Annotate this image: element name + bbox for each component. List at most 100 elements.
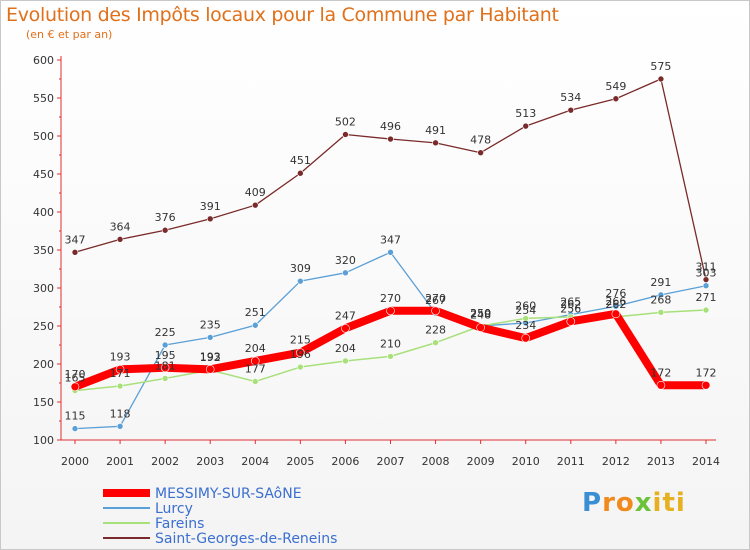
x-tick-label: 2009 — [467, 455, 495, 468]
data-label: 478 — [470, 134, 491, 147]
data-point — [342, 131, 349, 138]
data-label: 181 — [155, 359, 176, 372]
legend-label: Lurcy — [155, 501, 193, 517]
data-point — [251, 201, 259, 209]
data-point — [116, 236, 124, 243]
data-point — [161, 341, 169, 349]
data-label: 177 — [245, 362, 266, 375]
data-label: 364 — [110, 220, 131, 233]
chart-subtitle: (en € et par an) — [26, 28, 113, 41]
data-point — [611, 309, 621, 319]
x-tick-label: 2010 — [512, 455, 540, 468]
data-label: 260 — [515, 299, 536, 312]
x-tick-label: 2004 — [241, 455, 269, 468]
data-point — [116, 423, 124, 430]
x-tick-label: 2011 — [557, 455, 585, 468]
legend-label: MESSIMY-SUR-SAôNE — [155, 486, 302, 502]
data-label: 170 — [65, 368, 86, 381]
data-labels: 347 364 376 391 409 451 502 496 491 478 513 534 549 5… — [65, 60, 717, 423]
data-label: 165 — [65, 372, 86, 385]
data-label: 534 — [560, 91, 581, 104]
y-tick-label: 100 — [33, 434, 54, 447]
data-label: 496 — [380, 120, 401, 133]
data-point — [71, 248, 79, 256]
legend-label: Saint-Georges-de-Reneins — [155, 531, 337, 547]
data-point — [70, 382, 80, 392]
data-point — [567, 106, 575, 114]
y-tick-label: 250 — [33, 320, 54, 333]
proxiti-logo: Proxiti — [582, 488, 686, 518]
data-point — [432, 139, 439, 147]
data-point — [522, 122, 530, 130]
data-point — [297, 169, 304, 177]
data-label: 235 — [200, 318, 221, 331]
data-label: 215 — [290, 334, 311, 347]
data-point — [342, 269, 349, 277]
x-tick-label: 2003 — [196, 455, 224, 468]
y-tick-label: 450 — [33, 168, 54, 181]
data-point — [297, 363, 304, 371]
data-point — [297, 277, 304, 285]
series-layer — [70, 75, 711, 432]
data-label: 376 — [155, 211, 176, 224]
data-label: 513 — [515, 107, 536, 120]
data-label: 171 — [110, 367, 131, 380]
data-point — [250, 356, 260, 366]
legend: MESSIMY-SUR-SAôNELurcyFareinsSaint-Georg… — [103, 486, 337, 547]
data-point — [521, 333, 531, 343]
data-point — [116, 382, 124, 390]
data-point — [296, 348, 305, 357]
data-label: 250 — [470, 307, 491, 320]
x-tick-label: 2012 — [602, 455, 630, 468]
data-point — [251, 378, 259, 385]
data-point — [251, 321, 259, 329]
data-point — [701, 380, 711, 390]
data-point — [115, 365, 125, 374]
data-point — [161, 375, 169, 382]
data-label: 204 — [335, 342, 356, 355]
data-label: 262 — [560, 298, 581, 311]
data-label: 271 — [696, 291, 717, 304]
data-label: 228 — [425, 324, 446, 337]
data-point — [432, 339, 439, 347]
data-label: 291 — [650, 276, 671, 289]
data-label: 193 — [110, 350, 131, 363]
chart-title: Evolution des Impôts locaux pour la Comm… — [6, 4, 559, 26]
data-label: 267 — [425, 294, 446, 307]
x-tick-label: 2002 — [151, 455, 179, 468]
data-label: 250 — [470, 307, 491, 320]
data-label: 234 — [515, 319, 536, 332]
x-tick-label: 2008 — [422, 455, 450, 468]
data-point — [657, 309, 665, 316]
data-label: 256 — [560, 302, 581, 315]
data-label: 502 — [335, 115, 356, 128]
data-label: 251 — [245, 306, 266, 319]
x-tick-label: 2006 — [331, 455, 359, 468]
data-point — [476, 323, 485, 332]
data-label: 575 — [650, 60, 671, 73]
y-tick-label: 200 — [33, 358, 54, 371]
data-label: 303 — [696, 267, 717, 280]
data-label: 391 — [200, 200, 221, 213]
data-point — [161, 226, 169, 234]
data-label: 347 — [380, 233, 401, 246]
y-tick-label: 600 — [33, 54, 54, 67]
data-point — [160, 363, 170, 373]
data-label: 491 — [425, 124, 446, 137]
data-point — [387, 353, 394, 360]
data-label: 320 — [335, 254, 356, 267]
data-point — [206, 215, 214, 223]
x-tick-label: 2001 — [106, 455, 134, 468]
data-point — [656, 380, 666, 390]
data-label: 254 — [515, 304, 536, 317]
data-label: 309 — [290, 262, 311, 275]
data-label: 270 — [380, 292, 401, 305]
data-point — [612, 95, 620, 103]
data-point — [477, 149, 484, 157]
data-point — [71, 425, 79, 432]
data-label: 196 — [290, 348, 311, 361]
data-label: 172 — [650, 366, 671, 379]
data-label: 262 — [605, 298, 626, 311]
